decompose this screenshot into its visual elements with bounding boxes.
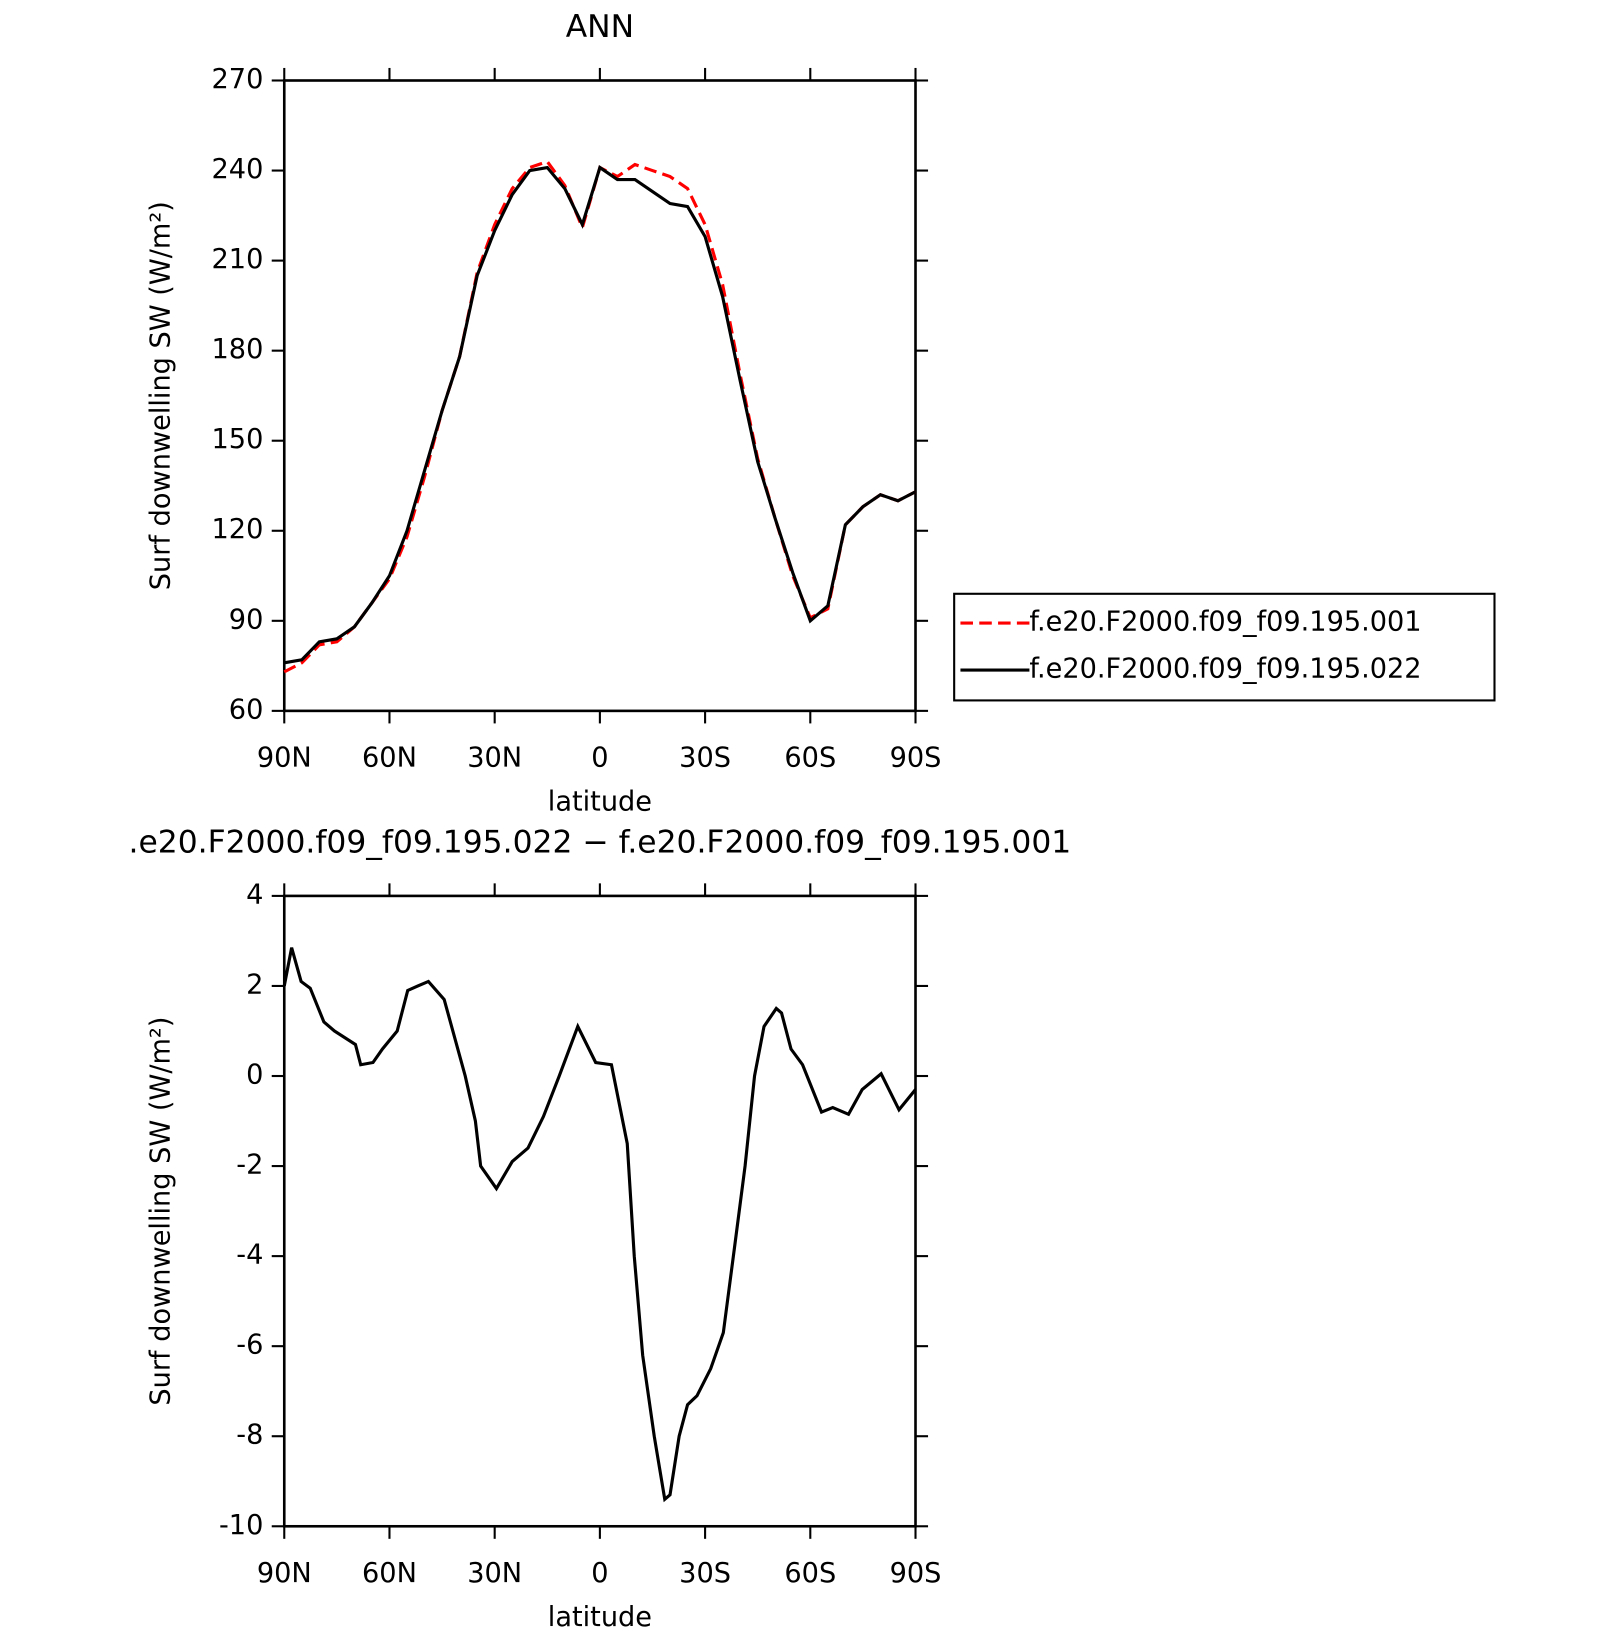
chart-title: .e20.F2000.f09_f09.195.022 − f.e20.F2000… — [129, 825, 1072, 861]
y-tick-label: 120 — [212, 514, 264, 545]
plot-frame — [282, 79, 917, 713]
x-tick-label: 30N — [467, 742, 522, 773]
x-tick-label: 30S — [679, 742, 731, 773]
y-tick-label: 180 — [212, 334, 264, 365]
y-tick-label: 210 — [212, 244, 264, 275]
y-tick-label: 0 — [246, 1060, 263, 1091]
y-axis-label: Surf downwelling SW (W/m²) — [145, 1017, 176, 1406]
x-tick-label: 60S — [784, 742, 836, 773]
y-tick-label: 90 — [229, 604, 264, 635]
x-tick-label: 0 — [591, 742, 608, 773]
x-tick-label: 90S — [890, 1558, 942, 1589]
y-tick-label: -6 — [236, 1330, 263, 1361]
plot-frame — [282, 894, 917, 1528]
x-tick-label: 90N — [257, 742, 312, 773]
legend-label: f.e20.F2000.f09_f09.195.022 — [1029, 654, 1421, 685]
x-tick-label: 60N — [362, 1558, 417, 1589]
y-tick-label: 240 — [212, 154, 264, 185]
data-line — [282, 947, 917, 1503]
x-axis-label: latitude — [548, 1602, 652, 1633]
data-line — [283, 159, 917, 674]
y-tick-label: 150 — [212, 424, 264, 455]
x-tick-label: 60N — [362, 742, 417, 773]
y-tick-label: -4 — [236, 1240, 263, 1271]
y-tick-label: -2 — [236, 1150, 263, 1181]
x-tick-label: 90N — [257, 1558, 312, 1589]
x-tick-label: 60S — [784, 1558, 836, 1589]
y-axis-label: Surf downwelling SW (W/m²) — [145, 201, 176, 590]
x-tick-label: 0 — [591, 1558, 608, 1589]
y-tick-label: -8 — [236, 1420, 263, 1451]
x-tick-label: 30S — [679, 1558, 731, 1589]
x-axis-label: latitude — [548, 786, 652, 817]
data-line — [284, 165, 917, 665]
chart-title: ANN — [566, 9, 634, 45]
y-tick-label: 2 — [246, 969, 263, 1000]
x-tick-label: 90S — [890, 742, 942, 773]
y-tick-label: 4 — [246, 879, 263, 910]
x-tick-label: 30N — [467, 1558, 522, 1589]
y-tick-label: 270 — [212, 64, 264, 95]
legend-box — [953, 592, 1496, 702]
y-tick-label: -10 — [219, 1510, 263, 1541]
y-tick-label: 60 — [229, 694, 264, 725]
legend-label: f.e20.F2000.f09_f09.195.001 — [1029, 607, 1421, 638]
